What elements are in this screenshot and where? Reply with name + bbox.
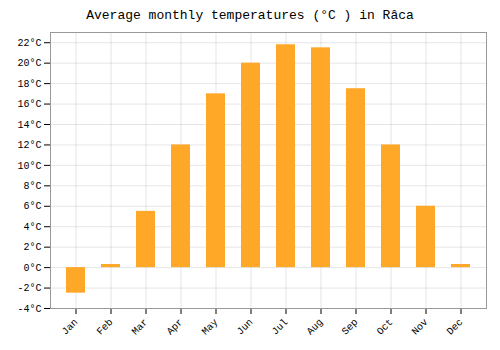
- svg-text:2°C: 2°C: [23, 242, 41, 253]
- svg-text:14°C: 14°C: [17, 120, 41, 131]
- svg-text:12°C: 12°C: [17, 140, 41, 151]
- svg-text:6°C: 6°C: [23, 201, 41, 212]
- svg-text:20°C: 20°C: [17, 58, 41, 69]
- svg-text:Dec: Dec: [445, 317, 466, 338]
- svg-text:8°C: 8°C: [23, 181, 41, 192]
- svg-text:Jul: Jul: [270, 317, 291, 338]
- svg-text:-2°C: -2°C: [17, 283, 41, 294]
- svg-text:18°C: 18°C: [17, 79, 41, 90]
- svg-text:-4°C: -4°C: [17, 304, 41, 315]
- svg-text:Mar: Mar: [130, 317, 151, 338]
- svg-text:Sep: Sep: [340, 317, 361, 338]
- html-text:Average monthly temperatures (: Average monthly temperatures (°C ) in Râ…: [86, 8, 414, 23]
- svg-text:Apr: Apr: [165, 317, 186, 338]
- svg-text:22°C: 22°C: [17, 38, 41, 49]
- svg-text:Nov: Nov: [410, 317, 431, 338]
- svg-text:Jun: Jun: [235, 317, 256, 338]
- svg-text:May: May: [200, 317, 221, 338]
- svg-text:Oct: Oct: [375, 317, 396, 338]
- svg-text:Aug: Aug: [305, 317, 326, 338]
- svg-text:16°C: 16°C: [17, 99, 41, 110]
- svg-text:Jan: Jan: [60, 317, 81, 338]
- svg-text:0°C: 0°C: [23, 263, 41, 274]
- svg-text:10°C: 10°C: [17, 161, 41, 172]
- svg-text:4°C: 4°C: [23, 222, 41, 233]
- svg-text:Feb: Feb: [95, 317, 116, 338]
